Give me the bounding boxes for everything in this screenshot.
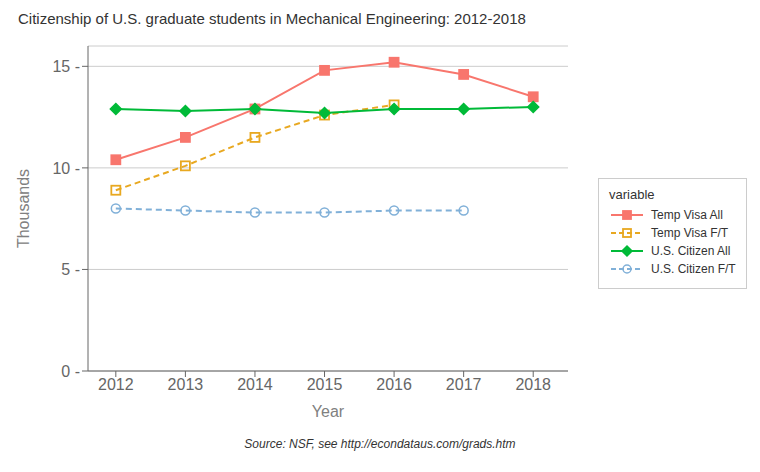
svg-text:2012: 2012 bbox=[98, 376, 134, 393]
svg-text:10 -: 10 - bbox=[52, 160, 80, 177]
svg-text:2016: 2016 bbox=[376, 376, 412, 393]
html-text:variable: variable bbox=[609, 187, 655, 202]
svg-text:2013: 2013 bbox=[168, 376, 204, 393]
html-text:Citizenship of U.S. graduate s: Citizenship of U.S. graduate students in… bbox=[18, 10, 526, 27]
svg-text:5 -: 5 - bbox=[61, 261, 80, 278]
svg-text:Thousands: Thousands bbox=[15, 169, 32, 248]
svg-text:2015: 2015 bbox=[307, 376, 343, 393]
svg-text:2014: 2014 bbox=[237, 376, 273, 393]
svg-text:2018: 2018 bbox=[515, 376, 551, 393]
svg-text:2017: 2017 bbox=[446, 376, 482, 393]
svg-text:0 -: 0 - bbox=[61, 363, 80, 380]
html-text:Temp Visa F/T: Temp Visa F/T bbox=[651, 226, 729, 240]
html-text:U.S. Citizen F/T: U.S. Citizen F/T bbox=[651, 262, 736, 276]
svg-text:15 -: 15 - bbox=[52, 58, 80, 75]
html-text:Source: NSF, see http://econda: Source: NSF, see http://econdataus.com/g… bbox=[244, 437, 516, 451]
svg-text:Year: Year bbox=[312, 403, 345, 420]
html-text:Temp Visa All: Temp Visa All bbox=[651, 208, 723, 222]
html-text:U.S. Citizen All: U.S. Citizen All bbox=[651, 244, 731, 258]
